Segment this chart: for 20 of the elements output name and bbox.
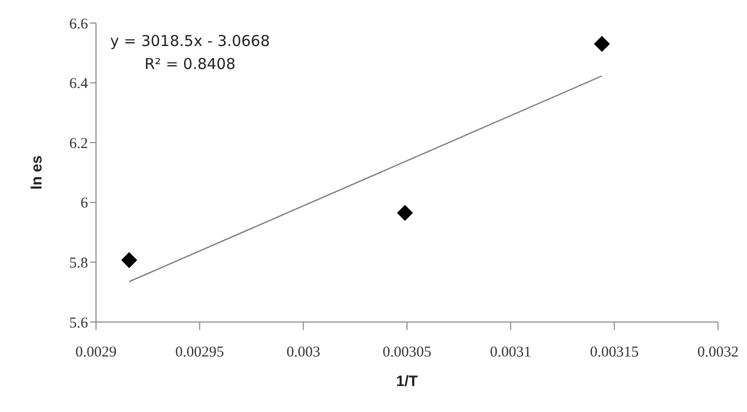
y-axis-title: ln es	[28, 155, 46, 190]
y-tick-label: 6.4	[69, 76, 88, 92]
y-tick-label: 6.6	[69, 16, 88, 32]
point	[121, 252, 138, 268]
point	[594, 36, 610, 52]
x-tick-label: 0.00315	[590, 344, 639, 361]
x-tick-label: 0.003	[286, 344, 320, 361]
point	[396, 204, 413, 221]
x-tick-label: 0.0032	[697, 344, 739, 361]
y-tick-label: 6.2	[69, 136, 88, 152]
x-tick-label: 0.0029	[75, 344, 117, 361]
x-axis-title: 1/T	[396, 373, 418, 390]
annotation: y = 3018.5x - 3.0668	[110, 32, 270, 50]
x-tick-label: 0.00305	[382, 344, 432, 361]
annotation: R² = 0.8408	[144, 55, 236, 73]
x-tick-label: 0.0031	[490, 344, 532, 361]
y-tick-label: 6	[80, 196, 88, 212]
y-tick-label: 5.8	[69, 256, 88, 272]
x-tick-label: 0.00295	[175, 344, 224, 361]
y-tick-label: 5.6	[69, 315, 88, 332]
